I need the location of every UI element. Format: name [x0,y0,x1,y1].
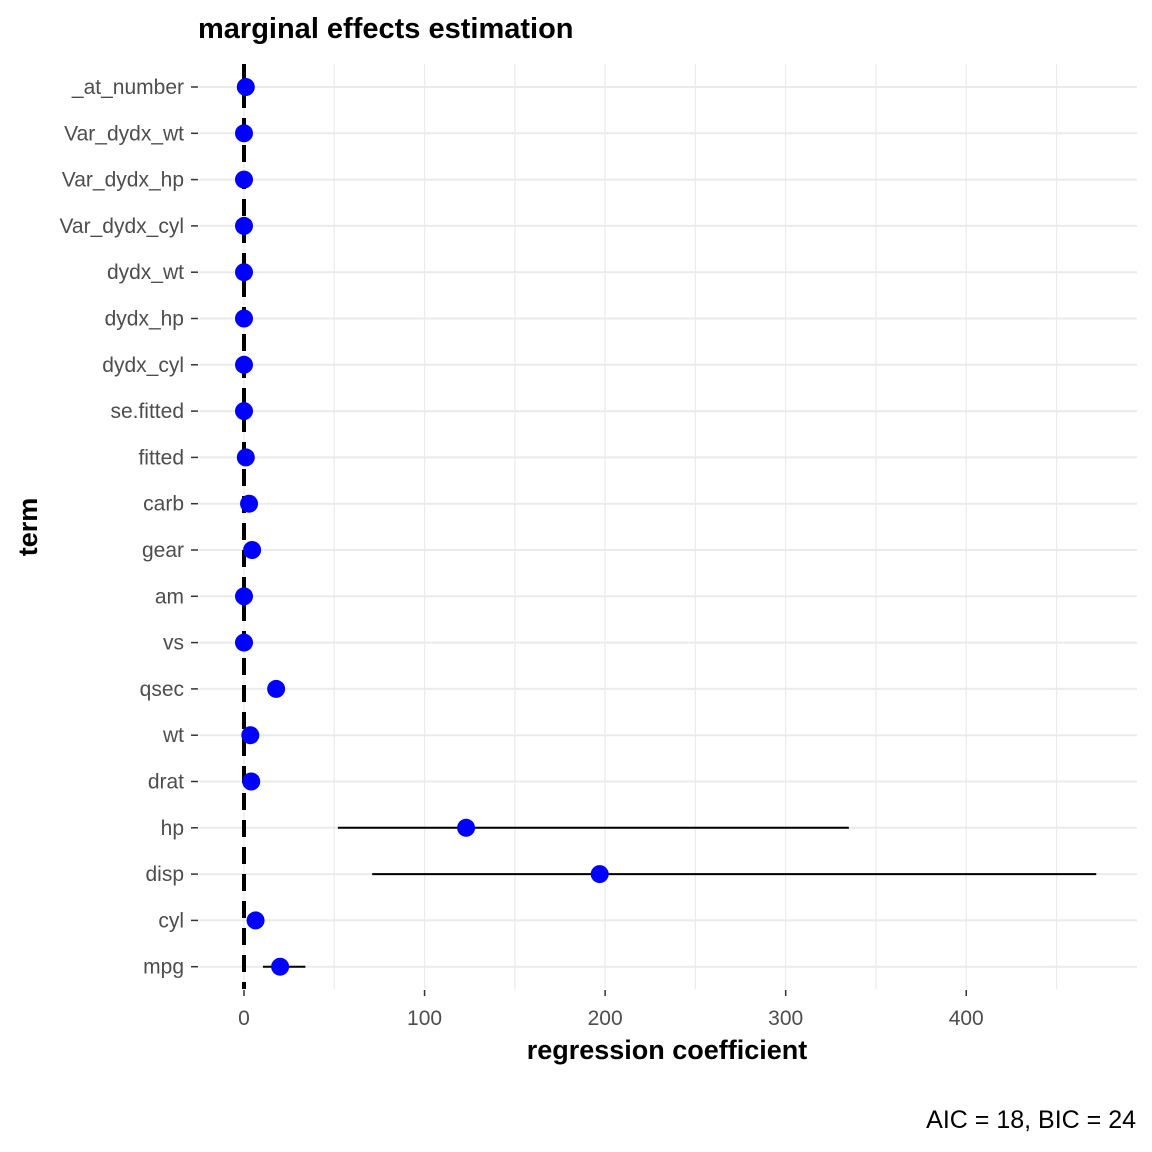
point-fitted [236,448,255,467]
y-tick-label: dydx_wt [107,261,184,284]
point-_at_number [236,78,255,96]
y-axis-ticks: _at_number Var_dydx_wt Var_dydx_hp Var_dydx… [59,76,198,979]
x-tick-label: 0 [238,1007,250,1030]
y-tick-label: _at_number [71,76,184,99]
y-tick-label: gear [142,539,184,562]
point-qsec [267,679,286,698]
point-wt [241,726,260,745]
y-tick-label: Var_dydx_cyl [59,215,184,238]
x-tick-label: 100 [407,1007,442,1030]
y-tick-label: disp [145,863,184,886]
point-Var_dydx_wt [235,124,253,143]
point-gear [243,541,262,559]
point-dydx_wt [235,263,253,282]
x-tick-label: 400 [949,1007,984,1030]
y-tick-label: am [155,585,184,608]
point-dydx_hp [235,309,253,328]
x-axis-ticks: 0 100 200 300 400 [238,990,984,1030]
y-tick-label: Var_dydx_wt [64,122,184,145]
y-tick-label: se.fitted [110,400,184,423]
y-tick-label: vs [163,632,184,655]
point-disp [590,865,609,884]
point-drat [242,772,261,791]
point-mpg [271,957,290,976]
data-points [235,78,609,976]
y-tick-label: Var_dydx_hp [62,169,184,192]
y-tick-label: cyl [158,909,184,932]
point-se.fitted [235,402,253,421]
x-tick-label: 200 [588,1007,623,1030]
y-tick-label: carb [143,493,184,516]
point-Var_dydx_hp [235,170,253,189]
y-tick-label: hp [161,817,184,840]
y-axis-title: term [13,498,43,557]
point-am [235,587,253,606]
grid-lines [199,64,1137,989]
point-vs [235,633,253,652]
point-Var_dydx_cyl [235,216,253,235]
y-tick-label: dydx_hp [105,308,184,331]
y-tick-label: qsec [140,678,184,701]
y-tick-label: mpg [143,956,184,979]
y-tick-label: dydx_cyl [102,354,184,377]
x-axis-title: regression coefficient [527,1035,808,1065]
point-carb [240,494,259,513]
x-tick-label: 300 [768,1007,803,1030]
chart-title: marginal effects estimation [198,13,574,45]
model-fit-caption: AIC = 18, BIC = 24 [926,1106,1136,1134]
y-tick-label: drat [148,771,184,794]
y-tick-label: fitted [138,446,184,469]
point-dydx_cyl [235,355,253,374]
point-cyl [246,911,265,930]
point-hp [457,818,476,837]
y-tick-label: wt [162,724,184,747]
